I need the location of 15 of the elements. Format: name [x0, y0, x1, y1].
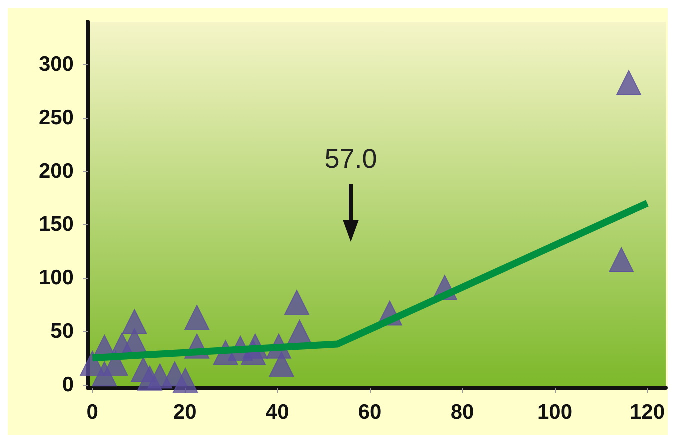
y-tick-label: 250: [38, 106, 74, 130]
x-tick-label: 40: [266, 401, 290, 424]
y-tick-label: 200: [38, 160, 74, 183]
x-tick-label: 60: [358, 401, 382, 424]
x-tick-label: 100: [537, 401, 573, 424]
y-tick-label: 0: [62, 373, 74, 396]
x-tick-label: 80: [450, 401, 474, 424]
y-tick-label: 50: [50, 320, 74, 343]
x-tick-label: 120: [630, 401, 666, 424]
y-tick-label: 300: [38, 53, 74, 76]
x-tick-label: 20: [173, 401, 197, 424]
x-tick-label: 0: [86, 401, 98, 424]
y-tick-label: 150: [38, 213, 74, 236]
y-tick-label: 100: [38, 266, 74, 290]
annotation: 57.0: [324, 144, 378, 175]
